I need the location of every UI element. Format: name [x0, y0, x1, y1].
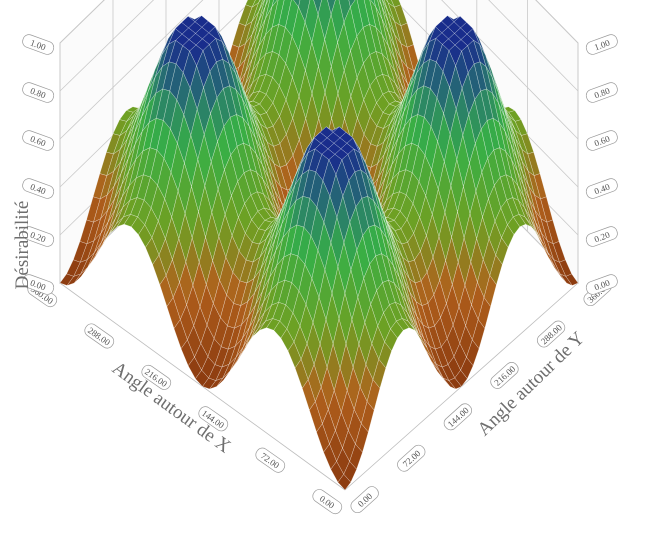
z-tick-label-right-frame — [585, 34, 618, 55]
x-tick-label-group: 0.00 — [312, 489, 343, 515]
y-tick-label-frame — [490, 362, 519, 389]
z-tick-label-left-frame — [22, 178, 55, 199]
z-tick-label-right-frame — [585, 226, 618, 247]
surface-mesh — [59, 0, 579, 491]
x-tick-label-frame — [198, 406, 229, 432]
grid-line — [488, 0, 579, 92]
z-tick-label-left-group: 0.80 — [22, 82, 55, 103]
z-axis-title: Désirabilité — [12, 201, 33, 290]
z-tick-label-left-frame — [22, 34, 55, 55]
z-tick-label-right-frame — [585, 274, 618, 295]
x-tick-label-group: 288.00 — [84, 323, 115, 349]
z-tick-label-left-frame — [22, 274, 55, 295]
y-tick-label-group: 144.00 — [443, 403, 472, 431]
z-tick-label-left-group: 0.00 — [22, 274, 55, 295]
surface-cell — [337, 473, 352, 491]
z-tick-label-left-group: 0.20 — [22, 226, 55, 247]
z-tick-label-left-group: 0.60 — [22, 130, 55, 151]
x-tick-label-frame — [255, 447, 286, 473]
z-tick-label-right-group: 1.00 — [585, 34, 618, 55]
grid-line — [59, 0, 204, 140]
x-tick-label-frame — [141, 364, 172, 390]
z-tick-label-right-frame — [585, 178, 618, 199]
y-tick-label-frame — [443, 403, 472, 431]
y-tick-label-group: 72.00 — [397, 444, 426, 472]
z-tick-label-left-frame — [22, 82, 55, 103]
x-tick-label-frame — [312, 489, 343, 515]
x-tick-label-group: 72.00 — [255, 447, 286, 473]
z-tick-label-right-group: 0.80 — [585, 82, 618, 103]
x-tick-label-frame — [84, 323, 115, 349]
z-tick-label-right-group: 0.40 — [585, 178, 618, 199]
grid-line — [441, 0, 579, 140]
z-tick-label-left-group: 0.40 — [22, 178, 55, 199]
z-tick-label-left-group: 1.00 — [22, 34, 55, 55]
y-tick-label-group: 0.00 — [350, 486, 379, 514]
y-tick-label-frame — [350, 486, 379, 514]
z-tick-label-right-group: 0.20 — [585, 226, 618, 247]
z-tick-label-right-frame — [585, 130, 618, 151]
z-tick-label-right-frame — [585, 82, 618, 103]
y-tick-label-frame — [397, 444, 426, 472]
z-tick-label-left-frame — [22, 226, 55, 247]
z-tick-label-left-frame — [22, 130, 55, 151]
z-tick-label-right-group: 0.60 — [585, 130, 618, 151]
grid-line — [59, 0, 155, 92]
y-tick-label-frame — [536, 320, 566, 348]
z-tick-label-right-group: 0.00 — [585, 274, 618, 295]
